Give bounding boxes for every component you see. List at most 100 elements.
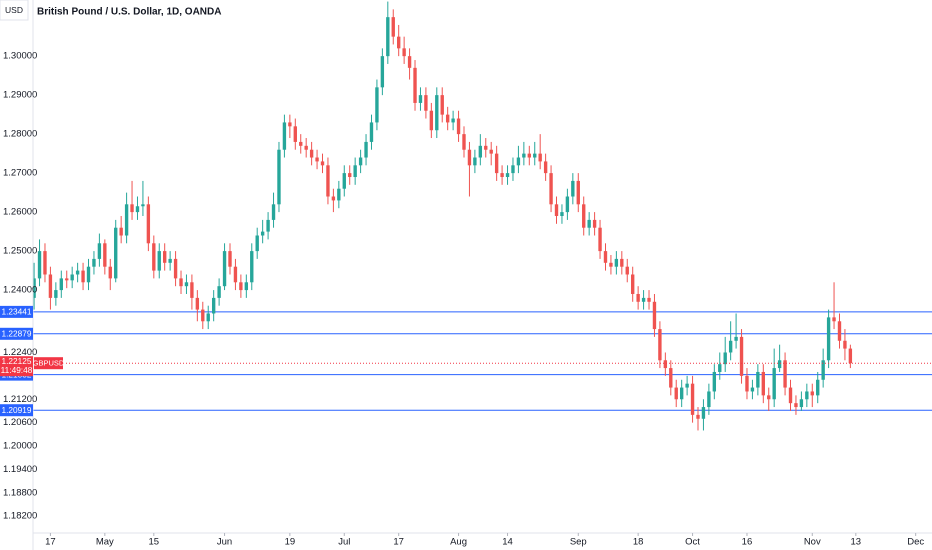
candle-body (456, 118, 461, 135)
candle-body (201, 309, 205, 322)
candle-body (435, 95, 439, 131)
candle-body (108, 266, 112, 279)
x-tick-label: Jul (338, 537, 350, 548)
candle-body (429, 110, 434, 131)
candle-body (489, 149, 493, 154)
x-tick-label: 19 (285, 537, 296, 548)
candle-body (554, 204, 559, 217)
candle-body (255, 235, 259, 252)
candle-body (445, 114, 450, 123)
candle-body (587, 219, 591, 228)
candle-body (293, 126, 297, 142)
currency[interactable]: USD (5, 5, 23, 15)
candle-body (848, 348, 853, 364)
candle-body (168, 258, 172, 263)
candle-body (631, 274, 635, 294)
y-tick-label: 1.18200 (3, 511, 37, 522)
candle-body (331, 196, 336, 201)
candle-body (152, 243, 156, 271)
candle-body (500, 173, 504, 178)
candle-body (43, 251, 47, 275)
x-tick-label: Dec (907, 537, 924, 548)
candle-body (805, 391, 809, 400)
y-tick-label: 1.18800 (3, 487, 37, 498)
candle-body (663, 360, 668, 369)
y-tick-label: 1.27000 (3, 168, 37, 179)
candle-body (157, 251, 161, 271)
candle-body (707, 391, 711, 408)
candle-body (647, 297, 651, 302)
candle-body (309, 149, 314, 158)
candle-body (609, 262, 613, 267)
last-price-label: 1.22125 (2, 356, 32, 366)
candle-body (260, 231, 265, 236)
candle-body (734, 336, 738, 341)
candle-body (783, 360, 787, 388)
candle-body (413, 67, 417, 103)
candle-body (103, 243, 107, 267)
candle-body (380, 56, 385, 88)
candle-body (560, 212, 564, 217)
candle-body (533, 153, 537, 158)
candle-body (190, 282, 194, 298)
candle-body (195, 297, 200, 310)
candle-body (211, 297, 216, 314)
x-tick-label: 15 (149, 537, 160, 548)
candle-body (386, 17, 390, 57)
x-tick-label: 14 (502, 537, 513, 548)
candle-body (277, 149, 281, 205)
x-tick-label: 18 (633, 537, 644, 548)
candle-body (402, 48, 406, 57)
candle-body (299, 141, 303, 146)
x-tick-label: May (96, 537, 114, 548)
candle-body (369, 122, 374, 142)
level-label-box (0, 305, 33, 318)
axes: 1.30000 1.29000 1.28000 1.27000 1.26000 1.250… (0, 51, 924, 548)
x-tick-label: 17 (393, 537, 404, 548)
candle-body (358, 157, 363, 166)
candle-body (353, 165, 357, 178)
candle-body (304, 145, 308, 150)
candle-body (598, 227, 602, 252)
candle-body (179, 278, 183, 287)
y-tick-label: 1.25000 (3, 246, 37, 257)
candle-body (549, 173, 553, 205)
candle-body (701, 407, 706, 419)
candle-body (65, 278, 69, 281)
candle-body (826, 317, 831, 361)
candle-body (592, 219, 597, 228)
candle-body (239, 282, 243, 291)
y-tick-label: 1.22400 (3, 347, 37, 358)
candle-body (391, 17, 395, 37)
candle-body (636, 293, 640, 302)
candle-body (282, 122, 287, 150)
candle-body (342, 173, 346, 189)
candle-body (440, 95, 444, 115)
x-tick-label: 13 (851, 537, 862, 548)
x-tick-label: Jun (217, 537, 232, 548)
y-tick-label: 1.21200 (3, 394, 37, 405)
candle-body (266, 219, 270, 232)
candle-body (745, 375, 749, 392)
candle-body (467, 149, 472, 166)
candle-body (407, 56, 412, 68)
candle-body (723, 352, 727, 365)
candle-body (484, 145, 488, 150)
candle-body (494, 153, 499, 174)
candle-body (92, 258, 96, 267)
candle-body (837, 321, 842, 341)
candle-body (54, 290, 58, 298)
candle-body (669, 368, 673, 388)
y-tick-label: 1.19400 (3, 464, 37, 475)
last-price-box (0, 356, 33, 377)
candle-body (543, 161, 548, 174)
candle-body (364, 141, 368, 158)
currency-box[interactable] (0, 0, 29, 21)
candle-body (712, 371, 717, 392)
candle-body (473, 157, 477, 166)
candle-body (217, 286, 221, 298)
candle-body (505, 173, 510, 178)
candle-body (163, 251, 167, 263)
candle-body (141, 204, 145, 207)
candle-body (625, 266, 629, 275)
